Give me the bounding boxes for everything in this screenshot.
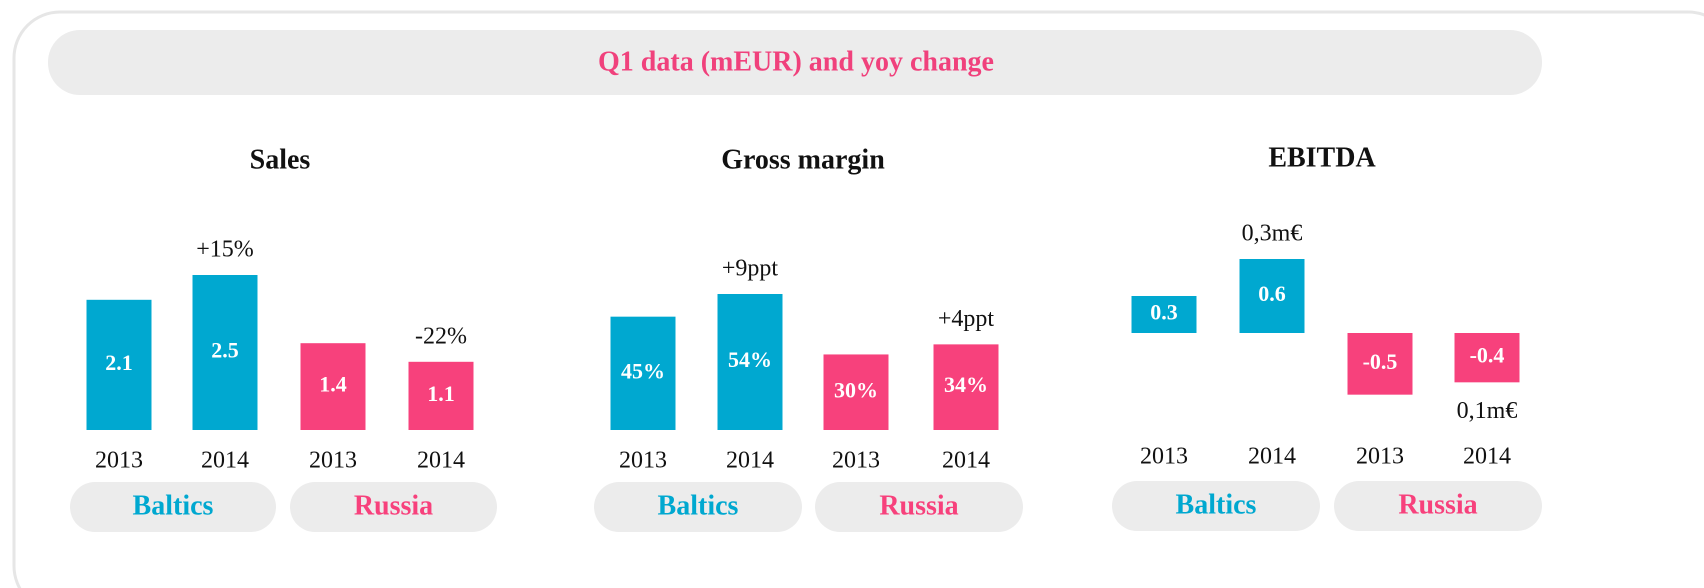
x-tick-label: 2014	[201, 448, 249, 474]
group-pill	[815, 482, 1023, 532]
group-pill	[290, 482, 497, 532]
bar	[1131, 296, 1197, 333]
x-tick-label: 2013	[95, 448, 143, 474]
x-tick-label: 2014	[1248, 444, 1296, 470]
bar	[192, 275, 258, 430]
value-label: 1.4	[319, 372, 347, 397]
group-label: Russia	[354, 490, 433, 521]
value-label: 45%	[621, 358, 665, 383]
chart-title: EBITDA	[1268, 142, 1376, 173]
header-pill	[48, 30, 1542, 95]
annotation: +15%	[196, 237, 254, 263]
group-pill	[594, 482, 802, 532]
value-label: 34%	[944, 372, 988, 397]
x-tick-label: 2013	[1356, 444, 1404, 470]
group-label: Baltics	[133, 490, 214, 521]
bar	[300, 343, 366, 430]
group-label: Baltics	[1176, 489, 1257, 520]
x-tick-label: 2013	[1140, 444, 1188, 470]
value-label: -0.4	[1470, 343, 1505, 368]
frame	[12, 10, 1704, 588]
x-tick-label: 2013	[619, 448, 667, 474]
bar	[823, 354, 889, 430]
annotation: +4ppt	[938, 306, 995, 332]
bar	[1454, 333, 1520, 383]
header-title: Q1 data (mEUR) and yoy change	[598, 46, 994, 77]
value-label: 2.5	[211, 338, 239, 363]
group-pill	[1334, 481, 1542, 531]
bar	[933, 344, 999, 430]
bar	[86, 299, 152, 430]
value-label: 0.3	[1150, 300, 1178, 325]
bar	[1347, 333, 1413, 395]
chart-title: Gross margin	[721, 144, 885, 175]
group-label: Russia	[879, 490, 958, 521]
bar	[1239, 259, 1305, 333]
bar	[717, 294, 783, 430]
value-label: 1.1	[427, 381, 455, 406]
group-pill	[1112, 481, 1320, 531]
x-tick-label: 2014	[1463, 444, 1511, 470]
bar	[408, 361, 474, 430]
group-label: Russia	[1398, 489, 1477, 520]
value-label: 2.1	[105, 350, 133, 375]
group-pill	[70, 482, 276, 532]
annotation: 0,1m€	[1457, 398, 1518, 424]
group-label: Baltics	[658, 490, 739, 521]
annotation: 0,3m€	[1242, 221, 1303, 247]
value-label: 54%	[728, 347, 772, 372]
x-tick-label: 2014	[417, 448, 465, 474]
chart-title: Sales	[250, 144, 311, 175]
x-tick-label: 2013	[832, 448, 880, 474]
value-label: 0.6	[1258, 281, 1286, 306]
x-tick-label: 2014	[942, 448, 990, 474]
annotation: -22%	[415, 323, 467, 349]
x-tick-label: 2013	[309, 448, 357, 474]
bar	[610, 316, 676, 430]
annotation: +9ppt	[722, 256, 779, 282]
value-label: -0.5	[1363, 349, 1398, 374]
value-label: 30%	[834, 377, 878, 402]
x-tick-label: 2014	[726, 448, 774, 474]
